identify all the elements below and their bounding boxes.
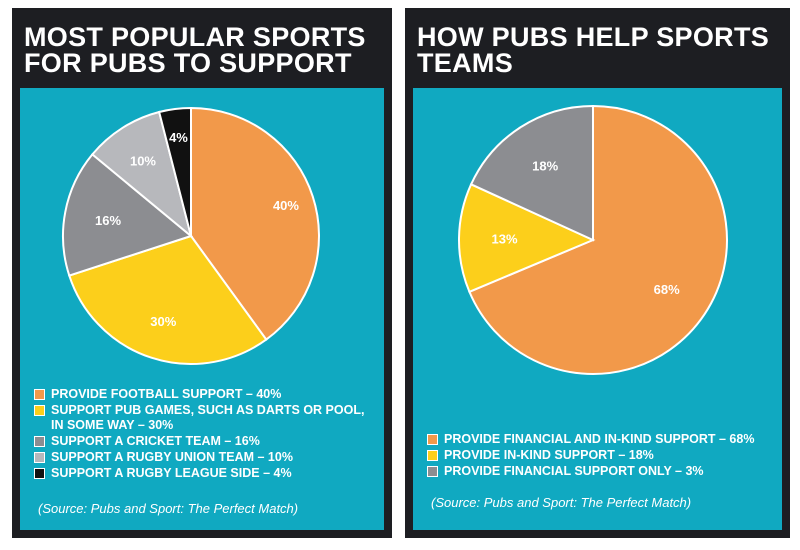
right-source-note: (Source: Pubs and Sport: The Perfect Mat…: [431, 495, 692, 510]
right-legend-label-3: PROVIDE FINANCIAL SUPPORT ONLY – 3%: [444, 464, 704, 478]
right-legend-label-2: PROVIDE IN-KIND SUPPORT – 18%: [444, 448, 654, 462]
right-slice-label-1: 68%: [654, 282, 680, 297]
left-pie-slice-5: [157, 106, 192, 237]
right-pie-slice-2: [458, 183, 596, 294]
left-legend-item-2: SUPPORT PUB GAMES, SUCH AS DARTS OR POOL…: [34, 403, 378, 433]
left-slice-label-5: 4%: [169, 130, 188, 145]
right-slice-label-3: 18%: [532, 159, 558, 174]
right-slice-label-2: 13%: [492, 232, 518, 247]
left-panel-body: 40% 30% 16% 10% 4% PROVIDE FOOTBALL SUPPORT …: [20, 88, 384, 530]
left-legend-item-4: SUPPORT A RUGBY UNION TEAM – 10%: [34, 450, 378, 465]
right-panel-body: 68% 13% 18% PROVIDE FINANCIAL AND IN-KIND …: [413, 88, 782, 530]
left-legend-item-1: PROVIDE FOOTBALL SUPPORT – 40%: [34, 387, 378, 402]
left-legend-swatch-5: [34, 468, 45, 479]
right-title-line-1: HOW PUBS HELP SPORTS: [417, 22, 770, 52]
right-legend-item-2: PROVIDE IN-KIND SUPPORT – 18%: [427, 448, 776, 463]
left-legend-label-2: SUPPORT PUB GAMES, SUCH AS DARTS OR POOL…: [51, 403, 365, 432]
left-slice-label-1: 40%: [273, 198, 299, 213]
left-slice-label-3: 16%: [95, 213, 121, 228]
right-legend-item-1: PROVIDE FINANCIAL AND IN-KIND SUPPORT – …: [427, 432, 776, 447]
left-legend-label-1: PROVIDE FOOTBALL SUPPORT – 40%: [51, 387, 282, 401]
right-legend-swatch-2: [427, 450, 438, 461]
left-legend-label-4: SUPPORT A RUGBY UNION TEAM – 10%: [51, 450, 293, 464]
right-legend-swatch-3: [427, 466, 438, 477]
left-legend-label-5: SUPPORT A RUGBY LEAGUE SIDE – 4%: [51, 466, 292, 480]
left-legend-item-5: SUPPORT A RUGBY LEAGUE SIDE – 4%: [34, 466, 378, 481]
left-pie-slice-3: [62, 153, 194, 277]
right-legend: PROVIDE FINANCIAL AND IN-KIND SUPPORT – …: [427, 432, 776, 480]
right-legend-item-3: PROVIDE FINANCIAL SUPPORT ONLY – 3%: [427, 464, 776, 479]
left-title-line-1: MOST POPULAR SPORTS: [24, 22, 366, 52]
right-pie-slice-1: [468, 104, 728, 375]
right-legend-swatch-1: [427, 434, 438, 445]
left-pie-slice-1: [190, 106, 320, 341]
left-slice-label-4: 10%: [130, 153, 156, 168]
left-legend-label-3: SUPPORT A CRICKET TEAM – 16%: [51, 434, 260, 448]
right-panel: HOW PUBS HELP SPORTS TEAMS 68% 13% 18% PRO…: [405, 8, 790, 538]
right-pie-chart: 68% 13% 18%: [458, 104, 728, 375]
left-legend-swatch-4: [34, 452, 45, 463]
left-legend: PROVIDE FOOTBALL SUPPORT – 40% SUPPORT PU…: [34, 387, 378, 482]
left-legend-item-3: SUPPORT A CRICKET TEAM – 16%: [34, 434, 378, 449]
left-legend-swatch-1: [34, 389, 45, 400]
left-legend-swatch-3: [34, 436, 45, 447]
left-panel: MOST POPULAR SPORTS FOR PUBS TO SUPPORT …: [12, 8, 392, 538]
left-source-note: (Source: Pubs and Sport: The Perfect Mat…: [38, 501, 299, 516]
left-slice-label-2: 30%: [150, 314, 176, 329]
left-pie-chart: 40% 30% 16% 10% 4%: [62, 106, 320, 365]
right-title-line-2: TEAMS: [417, 48, 513, 78]
left-title-line-2: FOR PUBS TO SUPPORT: [24, 48, 352, 78]
right-pie-slice-3: [469, 104, 594, 242]
left-pie-slice-2: [68, 234, 268, 365]
right-panel-title: HOW PUBS HELP SPORTS TEAMS: [417, 22, 782, 78]
right-legend-label-1: PROVIDE FINANCIAL AND IN-KIND SUPPORT – …: [444, 432, 755, 446]
left-legend-swatch-2: [34, 405, 45, 416]
left-panel-title: MOST POPULAR SPORTS FOR PUBS TO SUPPORT: [24, 22, 384, 78]
